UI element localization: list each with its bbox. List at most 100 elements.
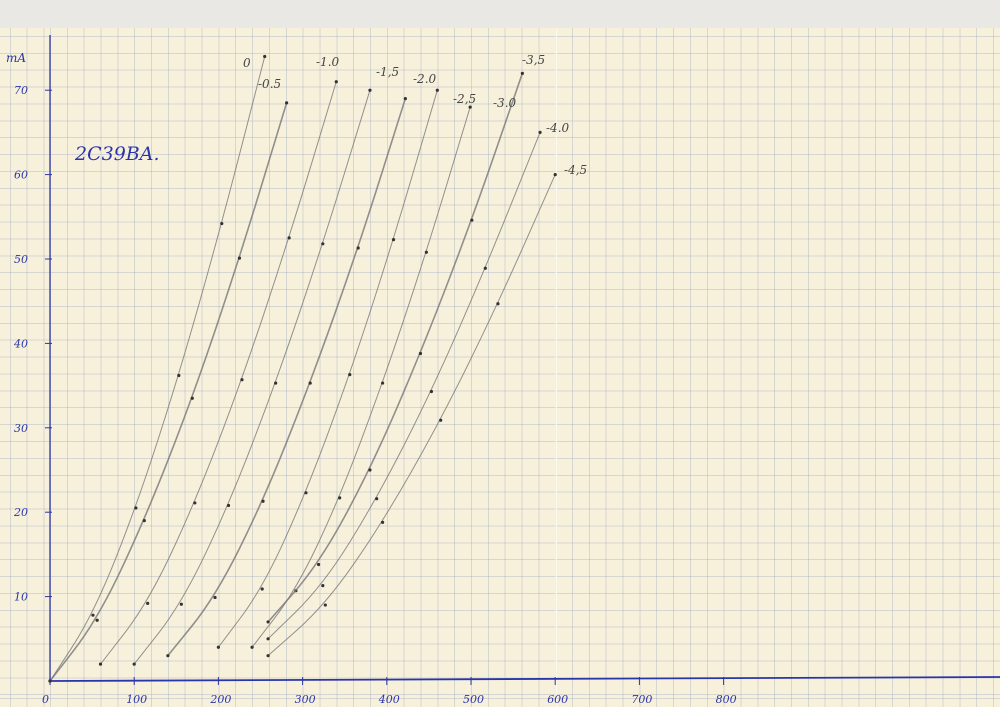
y-tick-label: 70 bbox=[14, 84, 28, 97]
data-point bbox=[429, 389, 434, 394]
curve--4,5 bbox=[267, 174, 556, 657]
curve-label: -2,5 bbox=[453, 92, 476, 106]
x-tick-label: 200 bbox=[209, 693, 231, 706]
curve--0.5 bbox=[49, 102, 288, 682]
curves bbox=[48, 54, 557, 683]
data-point bbox=[553, 173, 557, 177]
graph-paper bbox=[0, 28, 1000, 707]
data-point bbox=[134, 506, 138, 510]
x-tick-label: 700 bbox=[631, 693, 652, 706]
data-point bbox=[213, 595, 217, 600]
data-point bbox=[304, 491, 308, 495]
curve--4.0 bbox=[267, 132, 541, 640]
curve--3,5 bbox=[267, 73, 524, 623]
data-point bbox=[177, 373, 181, 378]
x-axis bbox=[49, 676, 1000, 682]
data-point bbox=[368, 468, 372, 472]
y-tick-label: 60 bbox=[14, 169, 28, 182]
curve-label: -1,5 bbox=[376, 65, 399, 79]
x-tick-label: 500 bbox=[463, 693, 484, 706]
data-point bbox=[266, 620, 270, 624]
data-point bbox=[91, 613, 95, 617]
data-point bbox=[368, 88, 372, 92]
data-point bbox=[403, 97, 407, 101]
y-tick-label: 20 bbox=[13, 506, 28, 519]
data-point bbox=[240, 378, 244, 382]
data-point bbox=[520, 71, 524, 75]
data-point bbox=[263, 54, 267, 59]
x-tick-label: 100 bbox=[126, 693, 147, 706]
data-point bbox=[321, 584, 325, 588]
labels: 0 -0.5 -1.0 -1,5 -2.0 -2,5 -3.0 -3,5 -4.0 -4,5 bbox=[243, 53, 587, 177]
y-tick-label: 40 bbox=[13, 337, 28, 350]
data-point bbox=[308, 381, 312, 385]
data-point bbox=[166, 654, 170, 658]
data-point bbox=[142, 519, 146, 523]
x-tick-label: 600 bbox=[547, 693, 568, 706]
data-point bbox=[321, 242, 325, 246]
data-point bbox=[95, 618, 99, 622]
y-tick-label: 50 bbox=[14, 253, 28, 266]
curve-label: -1.0 bbox=[316, 55, 340, 69]
y-tick-label: 10 bbox=[14, 591, 28, 604]
data-point bbox=[380, 520, 385, 524]
data-point bbox=[193, 501, 197, 505]
curve-label: -3.0 bbox=[493, 96, 517, 110]
data-point bbox=[375, 497, 379, 501]
data-point bbox=[179, 602, 183, 606]
data-point bbox=[260, 587, 264, 591]
data-point bbox=[468, 105, 472, 109]
data-point bbox=[435, 88, 439, 92]
data-point bbox=[274, 381, 278, 385]
curve-0 bbox=[49, 56, 266, 682]
curve--1.0 bbox=[100, 81, 337, 665]
data-point bbox=[132, 662, 136, 666]
curve-label: -3,5 bbox=[522, 53, 545, 67]
chart-title: 2C39BA. bbox=[74, 143, 160, 165]
data-point bbox=[424, 250, 428, 254]
data-point bbox=[287, 236, 291, 240]
data-point bbox=[439, 418, 443, 422]
data-point bbox=[261, 499, 265, 503]
data-point bbox=[266, 637, 270, 641]
data-point bbox=[285, 101, 289, 105]
data-point bbox=[470, 218, 474, 222]
data-point bbox=[496, 302, 500, 306]
curve-label: -0.5 bbox=[258, 77, 281, 91]
data-point bbox=[226, 503, 231, 508]
data-point bbox=[250, 645, 254, 649]
data-point bbox=[418, 351, 423, 356]
data-point bbox=[348, 373, 352, 377]
curve--2.0 bbox=[167, 98, 407, 657]
curve--2,5 bbox=[218, 90, 438, 648]
data-point bbox=[190, 396, 194, 400]
data-point bbox=[380, 381, 385, 385]
y-axis-label: mA bbox=[6, 51, 26, 65]
curve-label: 0 bbox=[243, 56, 251, 70]
curve-label: -4.0 bbox=[546, 121, 570, 135]
curve--1,5 bbox=[133, 90, 371, 665]
data-point bbox=[216, 645, 220, 649]
data-point bbox=[48, 679, 52, 683]
curve-label: -2.0 bbox=[413, 72, 437, 86]
data-point bbox=[391, 237, 396, 242]
data-point bbox=[338, 496, 342, 500]
data-point bbox=[483, 266, 487, 270]
data-point bbox=[323, 603, 327, 607]
data-point bbox=[334, 80, 338, 84]
data-point bbox=[220, 221, 224, 226]
data-point bbox=[266, 654, 270, 658]
data-point bbox=[98, 662, 103, 666]
data-point bbox=[356, 246, 360, 250]
x-tick-label: 0 bbox=[42, 693, 49, 706]
x-tick-label: 800 bbox=[716, 693, 737, 706]
data-point bbox=[146, 601, 150, 605]
data-point bbox=[316, 562, 321, 567]
y-tick-label: 30 bbox=[14, 422, 28, 435]
data-point bbox=[538, 130, 542, 134]
axes: 0 100 200 300 400 500 600 700 800 10 20 30 40 50 60 70 bbox=[13, 35, 1000, 706]
paper-fold bbox=[555, 28, 557, 707]
data-point bbox=[237, 256, 242, 260]
curve--3.0 bbox=[251, 106, 471, 648]
